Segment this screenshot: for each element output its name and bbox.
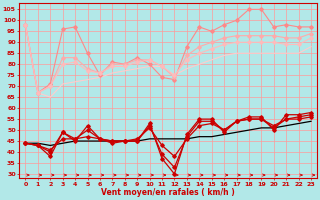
X-axis label: Vent moyen/en rafales ( km/h ): Vent moyen/en rafales ( km/h ) xyxy=(101,188,235,197)
